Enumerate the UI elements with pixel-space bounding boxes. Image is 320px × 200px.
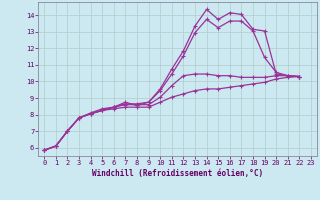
X-axis label: Windchill (Refroidissement éolien,°C): Windchill (Refroidissement éolien,°C) [92,169,263,178]
